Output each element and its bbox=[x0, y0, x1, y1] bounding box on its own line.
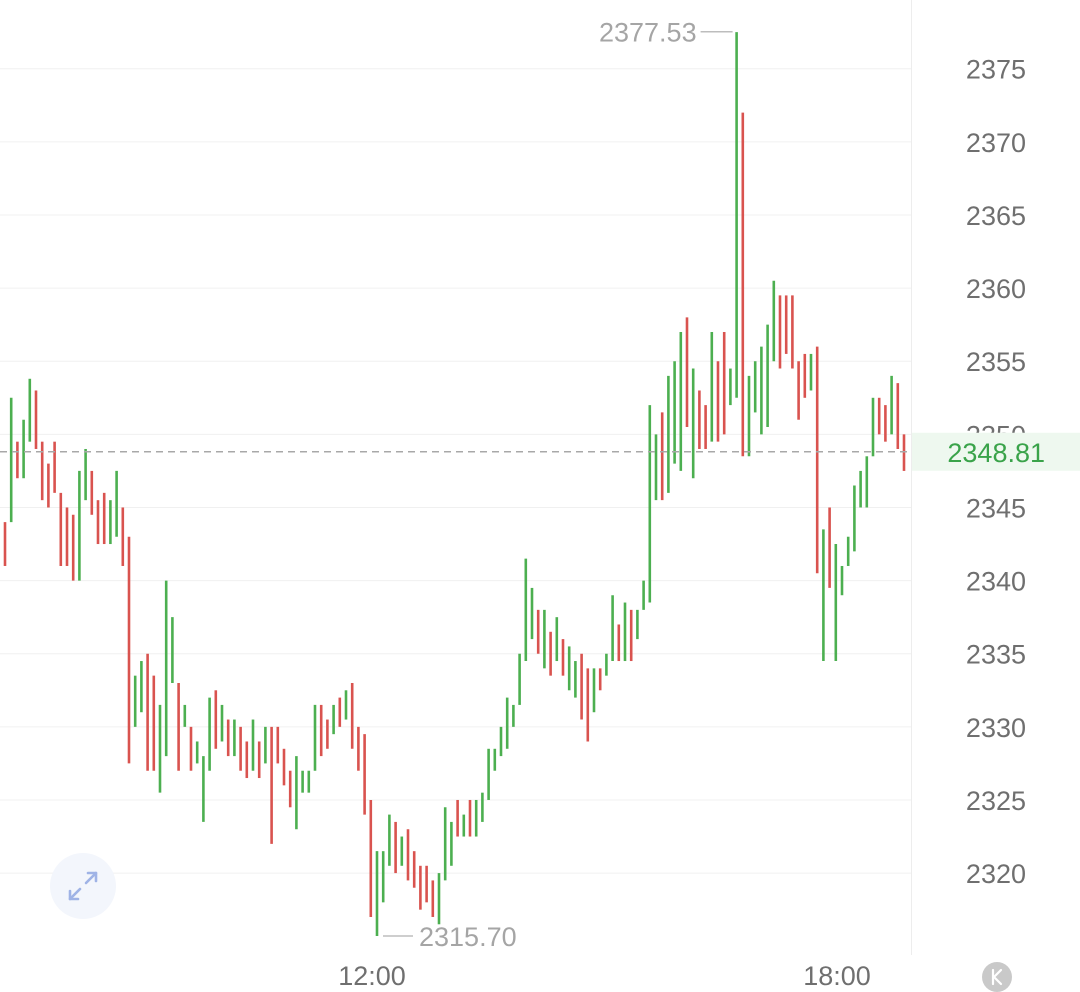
y-tick-label: 2335 bbox=[966, 640, 1026, 670]
k-letter-icon bbox=[991, 968, 1003, 986]
current-price-label: 2348.81 bbox=[947, 438, 1045, 468]
ohlc-bars bbox=[3, 32, 906, 936]
x-axis-ticks: 12:00 18:00 bbox=[338, 961, 871, 991]
min-price-label: 2315.70 bbox=[419, 922, 517, 952]
x-tick-label: 18:00 bbox=[803, 961, 871, 991]
y-axis-ticks: 2320232523302335234023452350235523602365… bbox=[966, 55, 1026, 889]
y-tick-label: 2340 bbox=[966, 567, 1026, 597]
y-tick-label: 2375 bbox=[966, 55, 1026, 85]
y-tick-label: 2320 bbox=[966, 859, 1026, 889]
y-tick-label: 2355 bbox=[966, 347, 1026, 377]
y-tick-label: 2370 bbox=[966, 128, 1026, 158]
min-marker: 2315.70 bbox=[383, 922, 517, 952]
y-tick-label: 2360 bbox=[966, 274, 1026, 304]
expand-arrows-icon bbox=[68, 871, 98, 901]
max-price-label: 2377.53 bbox=[599, 18, 697, 48]
expand-button[interactable] bbox=[50, 853, 116, 919]
max-marker: 2377.53 bbox=[599, 18, 733, 48]
y-tick-label: 2330 bbox=[966, 713, 1026, 743]
kline-toggle-button[interactable] bbox=[982, 962, 1012, 992]
y-tick-label: 2345 bbox=[966, 493, 1026, 523]
grid-lines bbox=[0, 68, 911, 874]
y-tick-label: 2365 bbox=[966, 201, 1026, 231]
current-price-tag bbox=[912, 432, 1080, 471]
y-tick-label: 2325 bbox=[966, 786, 1026, 816]
x-tick-label: 12:00 bbox=[338, 961, 406, 991]
